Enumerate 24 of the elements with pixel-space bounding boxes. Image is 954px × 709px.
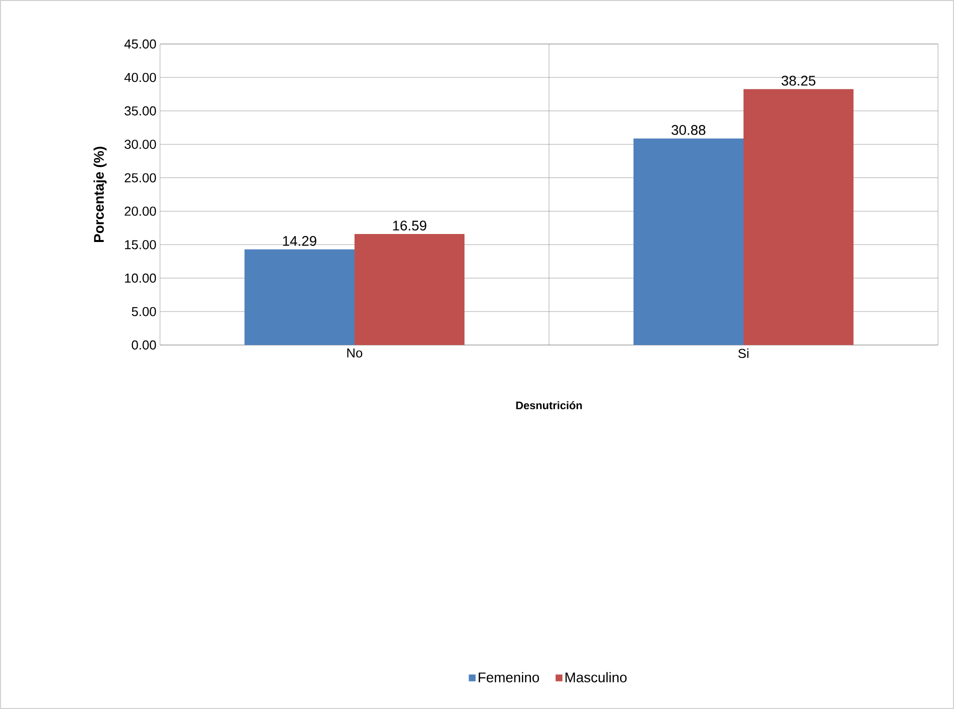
y-tick-label: 20.00 <box>124 206 156 216</box>
y-tick-label: 30.00 <box>124 140 156 149</box>
y-tick-label: 45.00 <box>124 39 156 49</box>
data-label: 14.29 <box>283 236 316 246</box>
y-tick-label: 5.00 <box>132 306 156 316</box>
bar <box>634 138 744 345</box>
y-tick-label: 40.00 <box>124 72 156 82</box>
data-label: 16.59 <box>393 220 426 231</box>
legend-label: Masculino <box>566 672 627 682</box>
bar <box>744 89 854 345</box>
legend-label: Femenino <box>478 672 540 682</box>
y-tick-label: 25.00 <box>124 173 156 182</box>
bar <box>244 249 355 345</box>
y-axis-title: Porcentaje (%) <box>94 146 107 242</box>
x-tick-label: No <box>347 348 362 358</box>
x-axis-title: Desnutrición <box>516 401 582 410</box>
y-tick-label: 10.00 <box>125 274 156 283</box>
data-label: 38.25 <box>782 76 816 86</box>
bar <box>354 234 465 345</box>
x-tick-label: Si <box>738 348 748 358</box>
y-tick-label: 0.00 <box>132 340 156 350</box>
data-label: 30.88 <box>672 125 706 135</box>
y-tick-label: 35.00 <box>124 106 156 116</box>
y-tick-label: 15.00 <box>125 240 156 250</box>
